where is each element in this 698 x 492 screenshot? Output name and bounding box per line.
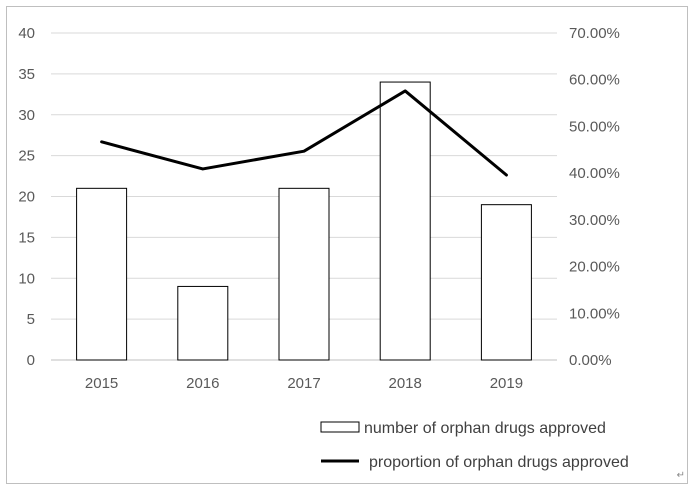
y-left-tick-label: 10 — [18, 270, 35, 287]
y-right-tick-label: 10.00% — [569, 305, 620, 322]
legend-bar-label: number of orphan drugs approved — [364, 420, 606, 437]
y-left-tick-label: 0 — [27, 352, 35, 369]
chart-svg: 0 5 10 15 20 25 30 35 40 0.00% 10.00% 20.00% 30.00% 4… — [18, 25, 629, 471]
y-right-tick-label: 70.00% — [569, 25, 620, 42]
bar — [278, 187, 330, 361]
line-series — [100, 89, 508, 177]
bar — [177, 285, 229, 361]
bar — [480, 204, 532, 361]
return-mark: ↵ — [676, 470, 685, 481]
y-right-tick-label: 60.00% — [569, 72, 620, 89]
bar — [379, 81, 431, 361]
y-right-tick-label: 50.00% — [569, 118, 620, 135]
legend: number of orphan drugs approved proporti… — [320, 420, 629, 471]
y-right-tick-label: 40.00% — [569, 165, 620, 182]
bar — [76, 187, 128, 361]
x-tick-label: 2015 — [85, 375, 118, 392]
x-tick-label: 2017 — [287, 375, 320, 392]
y-left-tick-label: 40 — [18, 25, 35, 42]
y-left-tick-label: 30 — [18, 107, 35, 124]
y-right-tick-label: 30.00% — [569, 212, 620, 229]
legend-line-label: proportion of orphan drugs approved — [369, 454, 629, 471]
legend-bar-swatch — [320, 421, 360, 433]
y-left-tick-label: 5 — [27, 311, 35, 328]
y-right-tick-label: 20.00% — [569, 259, 620, 276]
bar-series — [76, 81, 532, 361]
y-left-tick-label: 20 — [18, 189, 35, 206]
y-left-tick-label: 25 — [18, 148, 35, 165]
y-right-tick-label: 0.00% — [569, 352, 612, 369]
chart-frame: 0 5 10 15 20 25 30 35 40 0.00% 10.00% 20.00% 30.00% 4… — [6, 6, 688, 484]
x-tick-label: 2018 — [389, 375, 422, 392]
x-tick-label: 2016 — [186, 375, 219, 392]
y-left-tick-label: 15 — [18, 229, 35, 246]
axes: 0 5 10 15 20 25 30 35 40 0.00% 10.00% 20.00% 30.00% 4… — [18, 25, 620, 392]
x-tick-label: 2019 — [490, 375, 523, 392]
y-left-tick-label: 35 — [18, 66, 35, 83]
proportion-line — [100, 89, 508, 177]
